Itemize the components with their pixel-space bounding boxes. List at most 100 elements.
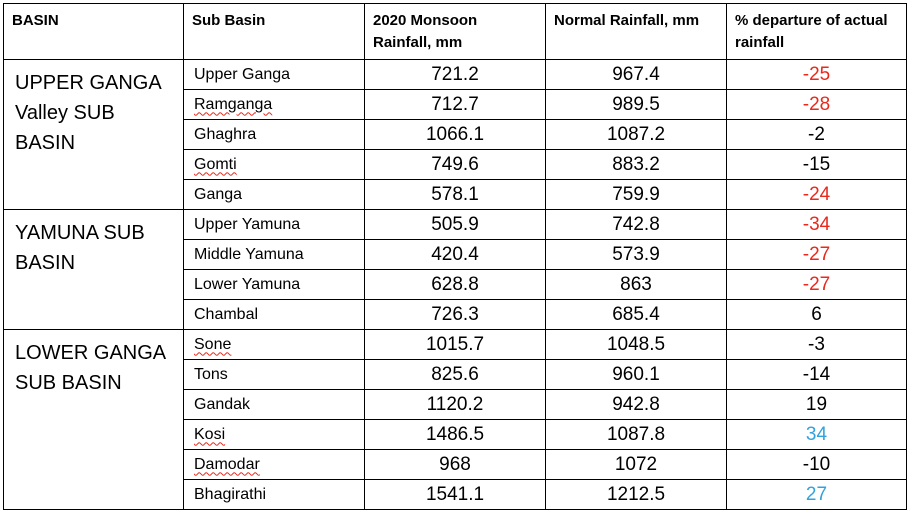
normal-rainfall-cell: 883.2	[545, 149, 727, 180]
header-normal-rainfall: Normal Rainfall, mm	[545, 3, 727, 60]
monsoon-rainfall-cell: 1015.7	[364, 329, 546, 360]
departure-cell: 19	[726, 389, 907, 420]
normal-rainfall-cell: 1048.5	[545, 329, 727, 360]
departure-cell: -34	[726, 209, 907, 240]
departure-cell: -2	[726, 119, 907, 150]
sub-basin-name: Gandak	[194, 395, 251, 413]
monsoon-rainfall-cell: 1066.1	[364, 119, 546, 150]
normal-rainfall-cell: 863	[545, 269, 727, 300]
departure-cell: -3	[726, 329, 907, 360]
table-row: Lower Yamuna 628.8 863 -27	[4, 269, 907, 300]
sub-basin-cell: Upper Ganga	[183, 59, 365, 90]
sub-basin-name: Middle Yamuna	[194, 245, 304, 263]
sub-basin-name: Ganga	[194, 185, 243, 203]
normal-rainfall-cell: 1212.5	[545, 479, 727, 510]
sub-basin-name: Damodar	[194, 455, 260, 473]
header-monsoon-rainfall: 2020 Monsoon Rainfall, mm	[364, 3, 546, 60]
normal-rainfall-cell: 989.5	[545, 89, 727, 120]
table-row: Chambal 726.3 685.4 6	[4, 299, 907, 330]
monsoon-rainfall-cell: 726.3	[364, 299, 546, 330]
header-basin: BASIN	[3, 3, 184, 60]
sub-basin-cell: Ramganga	[183, 89, 365, 120]
departure-cell: -24	[726, 179, 907, 210]
table-row: LOWER GANGA SUB BASIN Sone 1015.7 1048.5 -3	[3, 329, 907, 510]
sub-basin-name: Bhagirathi	[194, 485, 267, 503]
sub-basin-cell: Bhagirathi	[183, 479, 365, 510]
sub-basin-name: Ramganga	[194, 95, 273, 113]
normal-rainfall-cell: 573.9	[545, 239, 727, 270]
table-row: UPPER GANGA Valley SUB BASIN Upper Ganga 7…	[3, 59, 907, 210]
sub-basin-name: Kosi	[194, 425, 226, 443]
table-row: Damodar 968 1072 -10	[4, 449, 907, 480]
normal-rainfall-cell: 1087.8	[545, 419, 727, 450]
departure-cell: -14	[726, 359, 907, 390]
sub-basin-cell: Kosi	[183, 419, 365, 450]
basin-name: UPPER GANGA Valley SUB BASIN	[3, 59, 184, 210]
departure-cell: 27	[726, 479, 907, 510]
sub-basin-name: Upper Yamuna	[194, 215, 301, 233]
sub-basin-name: Lower Yamuna	[194, 275, 301, 293]
departure-cell: -25	[726, 59, 907, 90]
sub-basin-cell: Ganga	[183, 179, 365, 210]
monsoon-rainfall-cell: 721.2	[364, 59, 546, 90]
departure-cell: -10	[726, 449, 907, 480]
normal-rainfall-cell: 960.1	[545, 359, 727, 390]
sub-basin-name: Upper Ganga	[194, 65, 291, 83]
table-row: YAMUNA SUB BASIN Upper Yamuna 505.9 742.8 -3…	[3, 209, 907, 330]
departure-cell: 6	[726, 299, 907, 330]
sub-basin-cell: Damodar	[183, 449, 365, 480]
normal-rainfall-cell: 742.8	[545, 209, 727, 240]
sub-basin-name: Ghaghra	[194, 125, 257, 143]
sub-basin-cell: Gomti	[183, 149, 365, 180]
normal-rainfall-cell: 942.8	[545, 389, 727, 420]
departure-cell: 34	[726, 419, 907, 450]
sub-basin-cell: Lower Yamuna	[183, 269, 365, 300]
monsoon-rainfall-cell: 712.7	[364, 89, 546, 120]
sub-basin-cell: Gandak	[183, 389, 365, 420]
header-departure: % departure of actual rainfall	[726, 3, 907, 60]
sub-basin-cell: Upper Yamuna	[183, 209, 365, 240]
sub-basin-name: Sone	[194, 335, 232, 353]
departure-cell: -15	[726, 149, 907, 180]
normal-rainfall-cell: 1072	[545, 449, 727, 480]
monsoon-rainfall-cell: 505.9	[364, 209, 546, 240]
table-row: Tons 825.6 960.1 -14	[4, 359, 907, 390]
monsoon-rainfall-cell: 1486.5	[364, 419, 546, 450]
monsoon-rainfall-cell: 968	[364, 449, 546, 480]
header-row: BASIN Sub Basin 2020 Monsoon Rainfall, m…	[3, 3, 907, 60]
normal-rainfall-cell: 759.9	[545, 179, 727, 210]
departure-cell: -27	[726, 269, 907, 300]
table-row: Kosi 1486.5 1087.8 34	[4, 419, 907, 450]
table-row: Bhagirathi 1541.1 1212.5 27	[4, 479, 907, 510]
table-body: UPPER GANGA Valley SUB BASIN Upper Ganga 7…	[3, 59, 907, 510]
table-row: Gomti 749.6 883.2 -15	[4, 149, 907, 180]
sub-basin-cell: Sone	[183, 329, 365, 360]
monsoon-rainfall-cell: 1541.1	[364, 479, 546, 510]
sub-basin-name: Gomti	[194, 155, 237, 173]
table-row: Ganga 578.1 759.9 -24	[4, 179, 907, 210]
table-row: Ghaghra 1066.1 1087.2 -2	[4, 119, 907, 150]
normal-rainfall-cell: 967.4	[545, 59, 727, 90]
normal-rainfall-cell: 685.4	[545, 299, 727, 330]
header-sub-basin: Sub Basin	[183, 3, 365, 60]
basin-name: LOWER GANGA SUB BASIN	[3, 329, 184, 510]
monsoon-rainfall-cell: 825.6	[364, 359, 546, 390]
monsoon-rainfall-cell: 420.4	[364, 239, 546, 270]
sub-basin-cell: Tons	[183, 359, 365, 390]
monsoon-rainfall-cell: 1120.2	[364, 389, 546, 420]
monsoon-rainfall-cell: 749.6	[364, 149, 546, 180]
sub-basin-cell: Ghaghra	[183, 119, 365, 150]
departure-cell: -27	[726, 239, 907, 270]
sub-basin-cell: Middle Yamuna	[183, 239, 365, 270]
sub-basin-cell: Chambal	[183, 299, 365, 330]
monsoon-rainfall-cell: 628.8	[364, 269, 546, 300]
rainfall-table: BASIN Sub Basin 2020 Monsoon Rainfall, m…	[3, 3, 907, 510]
sub-basin-name: Chambal	[194, 305, 259, 323]
basin-name: YAMUNA SUB BASIN	[3, 209, 184, 330]
sub-basin-name: Tons	[194, 365, 228, 383]
departure-cell: -28	[726, 89, 907, 120]
normal-rainfall-cell: 1087.2	[545, 119, 727, 150]
table-row: Middle Yamuna 420.4 573.9 -27	[4, 239, 907, 270]
monsoon-rainfall-cell: 578.1	[364, 179, 546, 210]
table-row: Ramganga 712.7 989.5 -28	[4, 89, 907, 120]
